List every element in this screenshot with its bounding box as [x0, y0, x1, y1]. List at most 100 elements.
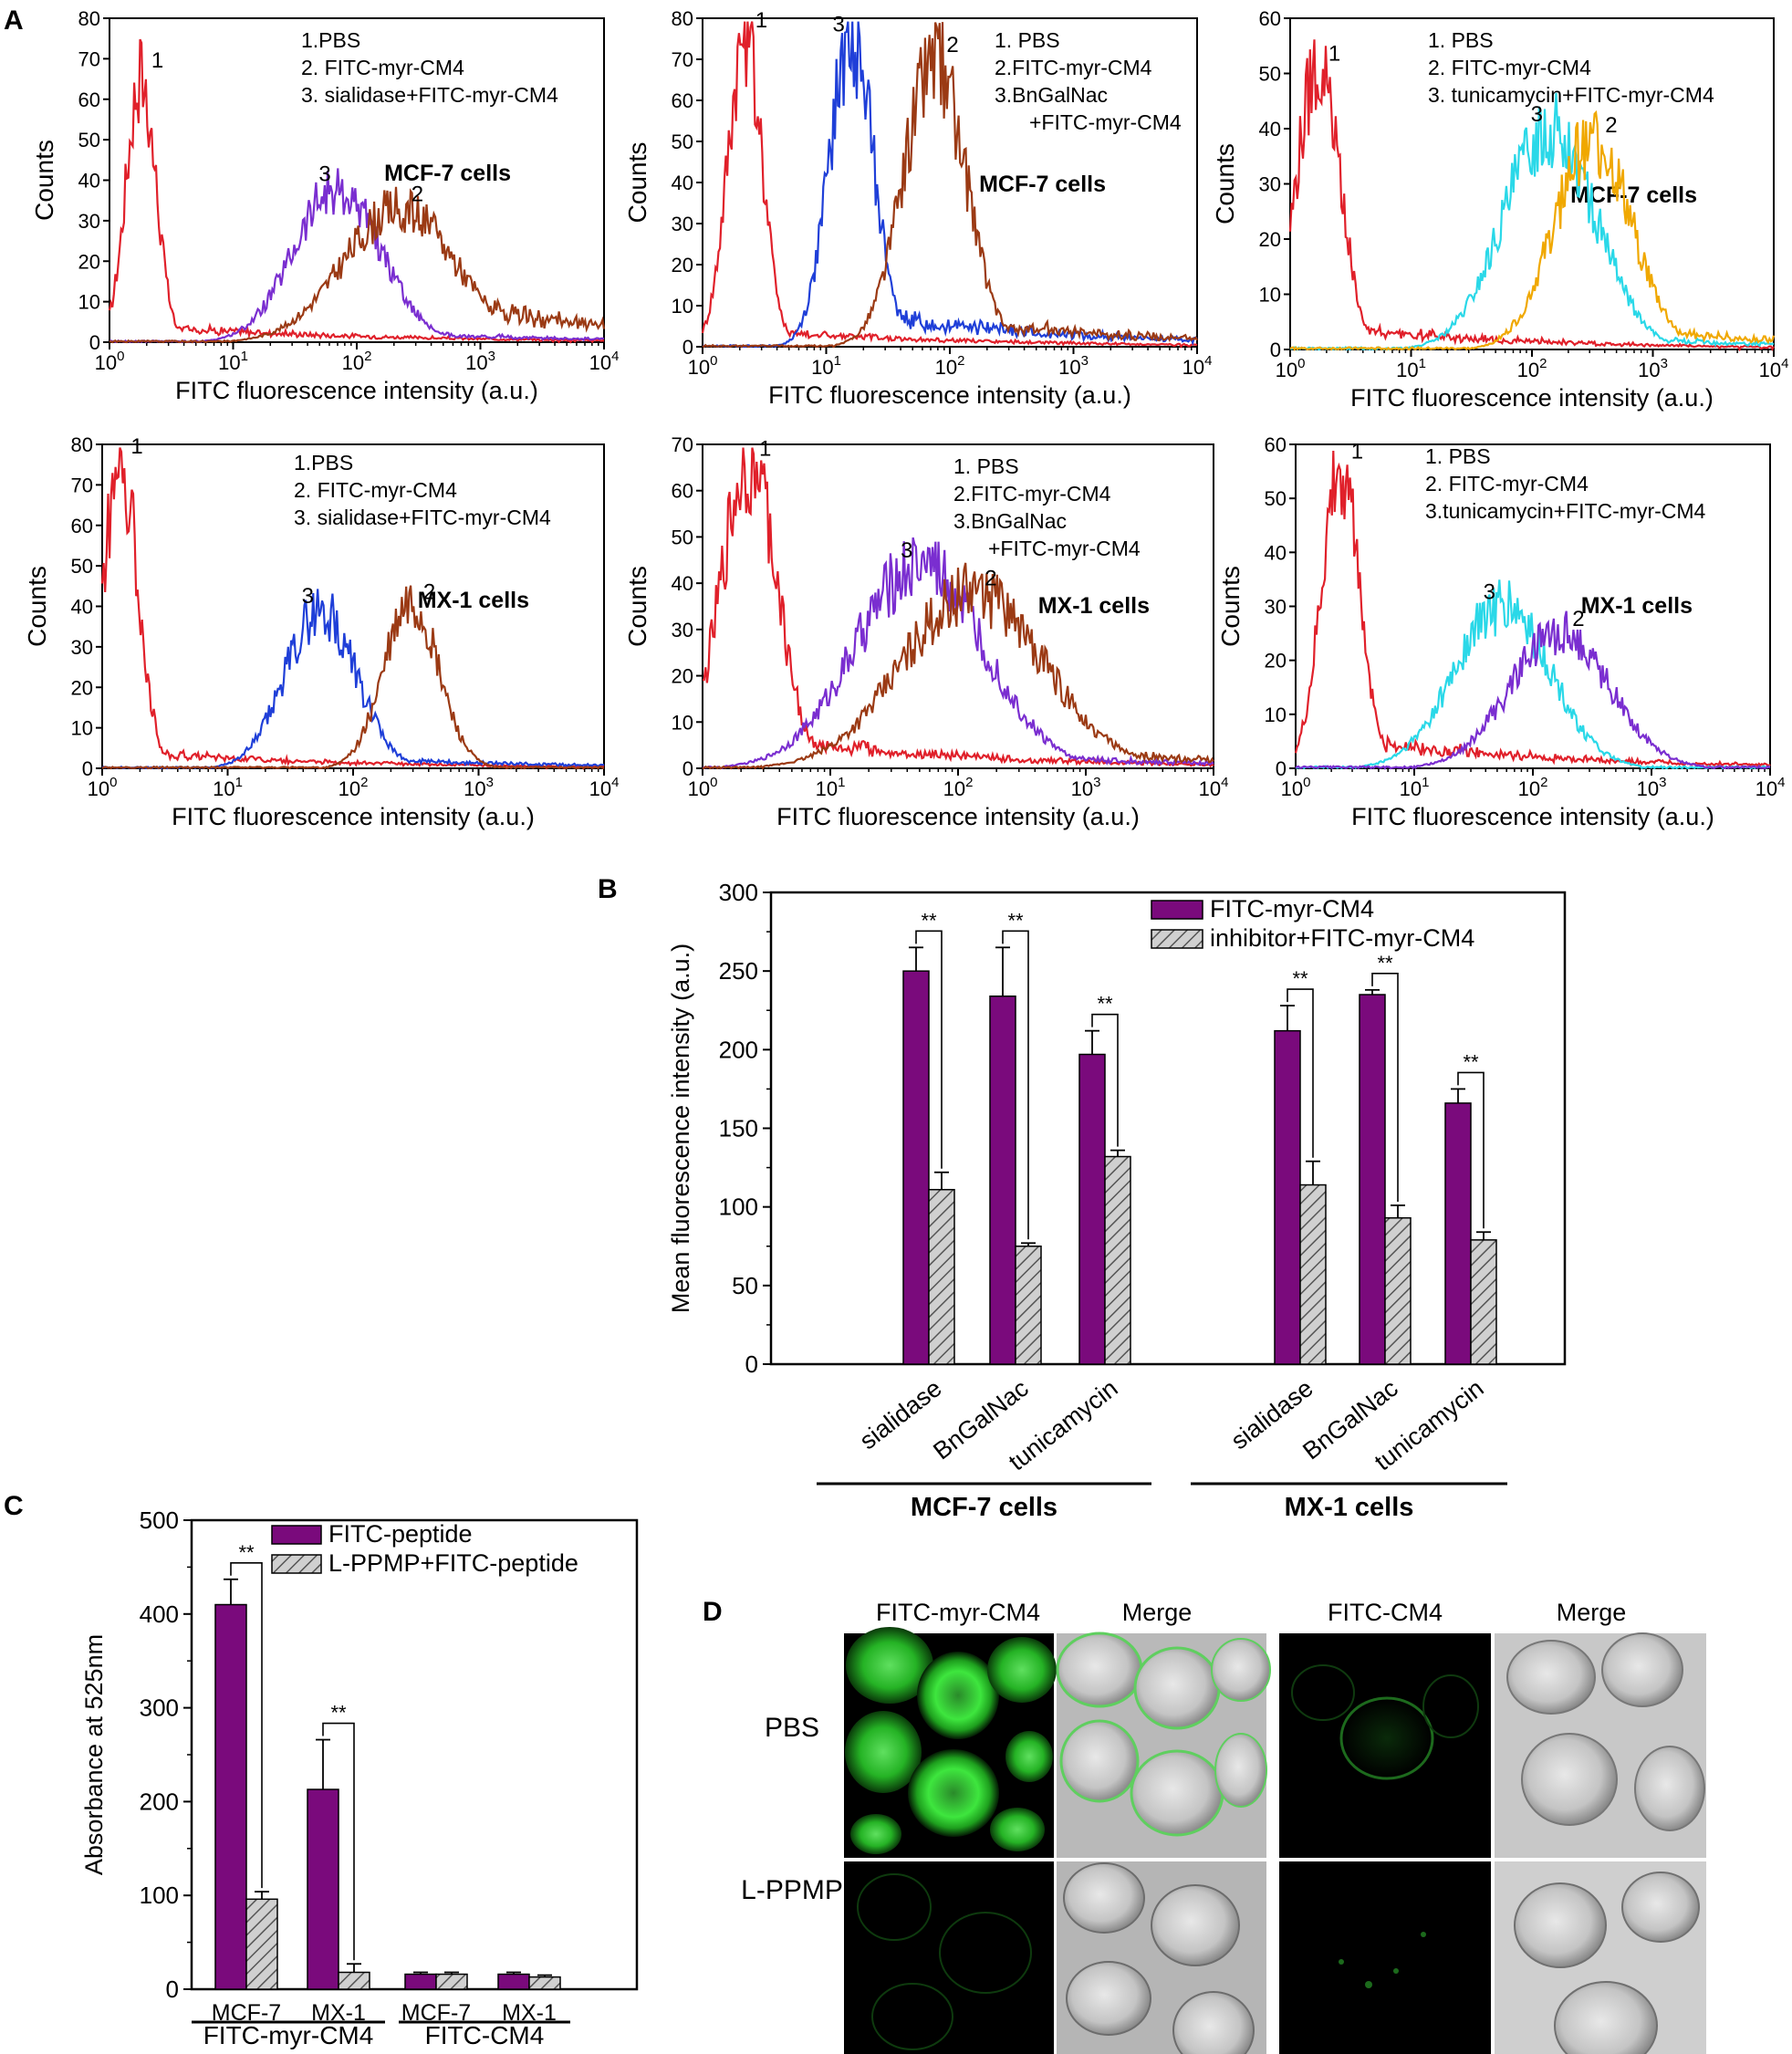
x-tick-label: 103 [465, 349, 495, 374]
series-label-3: 3 [901, 538, 912, 563]
y-tick-label: 0 [1276, 757, 1287, 780]
legend-entry-1: 1. PBS [1428, 28, 1494, 52]
panel-label-b: B [598, 874, 618, 904]
panel-label-d: D [703, 1597, 723, 1627]
y-tick-label: 50 [71, 555, 93, 578]
bar-control [1444, 1102, 1472, 1365]
micrograph-grid: FITC-myr-CM4 Merge FITC-CM4 Merge PBS L-… [741, 1599, 1706, 2054]
series-line-2 [702, 22, 1198, 349]
y-tick-label: 50 [78, 129, 100, 151]
y-tick-label: 400 [140, 1600, 179, 1628]
y-tick-label: 10 [78, 291, 100, 314]
legend-swatch-2 [1151, 929, 1203, 949]
cell-line-label: MX-1 cells [418, 588, 529, 613]
micrograph-pbs-fitc-myr-cm4 [844, 1627, 1057, 1858]
x-tick-exponent: 3 [1661, 356, 1668, 371]
y-tick-label: 80 [672, 7, 693, 30]
series-label-3: 3 [832, 13, 844, 37]
x-tick-exponent: 0 [1303, 775, 1310, 790]
legend-entry-3: 3.tunicamycin+FITC-myr-CM4 [1425, 499, 1706, 523]
y-tick-label: 10 [1265, 704, 1287, 726]
x-tick-exponent: 0 [710, 353, 717, 369]
x-tick-label: 101 [811, 353, 841, 379]
legend-entry-3: 3. sialidase+FITC-myr-CM4 [301, 83, 558, 107]
legend-swatch-1 [1151, 900, 1203, 920]
y-tick-label: 40 [78, 170, 100, 193]
x-axis-label: FITC fluorescence intensity (a.u.) [172, 803, 535, 830]
legend-entry-1: FITC-peptide [328, 1520, 473, 1548]
d-col-header-2: Merge [1122, 1599, 1193, 1626]
micrograph-lppmp-fitc-cm4 [1279, 1861, 1491, 2054]
bar-inhibitor [1104, 1155, 1131, 1365]
x-tick-exponent: 2 [957, 353, 964, 369]
x-tick-exponent: 4 [1777, 775, 1785, 790]
x-tick-exponent: 1 [241, 349, 248, 364]
y-axis-label: Counts [23, 566, 51, 647]
legend-entry-1: 1.PBS [294, 451, 353, 474]
bar-control [902, 970, 930, 1365]
bar-inhibitor [338, 1971, 370, 1990]
legend-entry-2: 2. FITC-myr-CM4 [294, 478, 457, 502]
y-tick-label: 30 [672, 213, 693, 235]
significance-stars: ** [1097, 993, 1113, 1016]
y-tick-label: 20 [1259, 228, 1281, 251]
panel-label-a: A [4, 5, 24, 36]
x-tick-label: 102 [935, 353, 965, 379]
y-tick-label: 150 [719, 1115, 758, 1142]
x-tick-exponent: 3 [486, 775, 494, 790]
y-tick-label: 200 [140, 1788, 179, 1815]
d-row-label-2: L-PPMP [741, 1875, 843, 1905]
y-tick-label: 50 [732, 1272, 758, 1299]
y-tick-label: 200 [719, 1036, 758, 1063]
series-line-3 [1289, 92, 1775, 351]
y-axis-label: Mean fluorescence intensity (a.u.) [667, 944, 694, 1313]
series-label-3: 3 [318, 162, 330, 186]
y-axis-label: Counts [623, 142, 651, 224]
series-label-3: 3 [1484, 580, 1495, 605]
micrograph-lppmp-merge-cm4 [1495, 1861, 1706, 2054]
legend-entry-3: 3. sialidase+FITC-myr-CM4 [294, 506, 551, 529]
x-tick-exponent: 4 [1221, 775, 1228, 790]
y-tick-label: 70 [672, 48, 693, 71]
bar-chart-c: 0 100 200 300 400 500 Absorbance at 525nm FITC-… [80, 1507, 639, 2049]
x-tick-exponent: 4 [611, 775, 619, 790]
x-tick-exponent: 1 [834, 353, 841, 369]
legend-entry-3: 3.BnGalNac [953, 509, 1067, 533]
micrograph-pbs-fitc-cm4 [1279, 1633, 1491, 1858]
x-tick-exponent: 1 [1419, 356, 1426, 371]
legend-swatch-1 [271, 1525, 322, 1545]
bar-inhibitor [435, 1973, 468, 1990]
significance-stars: ** [330, 1702, 347, 1725]
x-tick-exponent: 1 [1422, 775, 1429, 790]
x-tick-label: 103 [1058, 353, 1089, 379]
bar-inhibitor [1470, 1239, 1497, 1365]
y-tick-label: 0 [745, 1350, 758, 1378]
series-line-3 [101, 589, 605, 770]
legend-entry-3: 3.BnGalNac [995, 83, 1108, 107]
x-tick-exponent: 1 [838, 775, 845, 790]
series-line-2 [1295, 610, 1771, 770]
significance-bracket [1371, 973, 1399, 1202]
y-tick-label: 60 [1265, 433, 1287, 456]
legend-entry-1: 1. PBS [953, 454, 1019, 478]
y-axis-label: Counts [1211, 143, 1239, 224]
x-tick-label: 101 [213, 775, 243, 800]
series-line-2 [109, 186, 606, 344]
y-tick-label: 60 [71, 515, 93, 537]
x-tick-exponent: 4 [611, 349, 619, 364]
series-line-2 [1289, 109, 1776, 351]
legend-entry-2: 2. FITC-myr-CM4 [1428, 56, 1591, 79]
significance-bracket [1002, 930, 1029, 1240]
series-label-1: 1 [755, 8, 767, 33]
x-tick-label: 104 [1183, 353, 1213, 379]
legend-entry-1: FITC-myr-CM4 [1210, 895, 1374, 923]
legend-entry-4: +FITC-myr-CM4 [1029, 110, 1182, 134]
series-line-1 [1294, 450, 1771, 767]
group-label: FITC-CM4 [425, 2021, 545, 2049]
x-tick-label: 104 [589, 349, 620, 374]
x-tick-label: 100 [95, 349, 125, 374]
x-tick-label: 103 [1071, 775, 1101, 800]
